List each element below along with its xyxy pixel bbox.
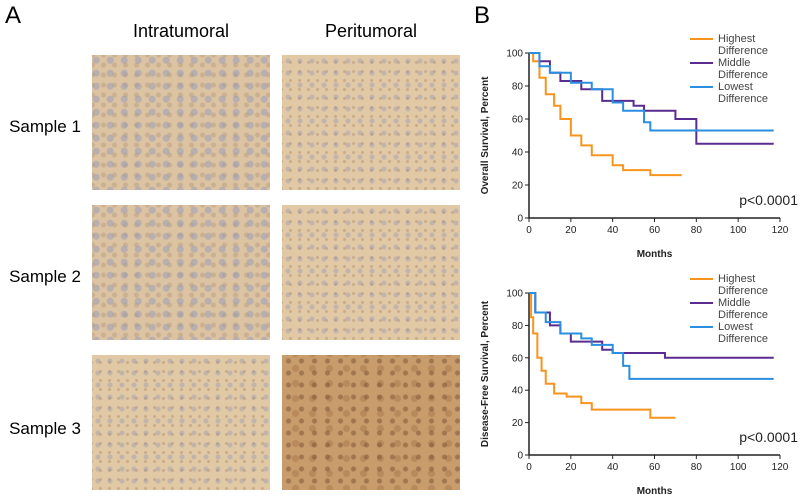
- x-tick-label: 0: [526, 462, 532, 473]
- x-tick-label: 80: [691, 462, 703, 473]
- survival-curve: [529, 292, 774, 380]
- y-tick-label: 20: [512, 418, 524, 429]
- survival-curve: [529, 52, 682, 177]
- y-tick-label: 80: [512, 82, 524, 93]
- x-tick-label: 100: [730, 225, 747, 236]
- y-axis-label: Overall Survival, Percent: [480, 76, 491, 195]
- micrograph: [92, 205, 270, 340]
- x-axis-label: Months: [637, 486, 673, 497]
- row-label: Sample 2: [9, 267, 81, 286]
- legend-label: Highest Difference: [718, 33, 768, 57]
- x-axis-label: Months: [637, 249, 673, 260]
- y-tick-label: 100: [506, 289, 523, 300]
- micrograph: [282, 205, 460, 340]
- x-tick-label: 0: [526, 225, 532, 236]
- y-axis-label: Disease-Free Survival, Percent: [480, 300, 491, 447]
- annotation: p<0.0001: [739, 429, 798, 445]
- row-label: Sample 1: [9, 117, 81, 136]
- x-tick-label: 100: [730, 462, 747, 473]
- x-tick-label: 120: [772, 225, 789, 236]
- x-tick-label: 40: [607, 225, 619, 236]
- x-tick-label: 60: [649, 225, 661, 236]
- y-tick-label: 60: [512, 115, 524, 126]
- legend-label: Middle Difference: [718, 297, 768, 321]
- column-label: Intratumoral: [132, 21, 230, 41]
- y-tick-label: 40: [512, 386, 524, 397]
- micrograph: [282, 355, 460, 490]
- column-label: Peritumoral: [324, 21, 418, 41]
- row-label: Sample 3: [9, 419, 81, 438]
- x-tick-label: 20: [565, 462, 577, 473]
- legend-label: Middle Difference: [718, 57, 768, 81]
- y-tick-label: 0: [517, 451, 523, 462]
- x-tick-label: 120: [772, 462, 789, 473]
- survival-curve: [529, 292, 676, 419]
- y-tick-label: 80: [512, 321, 524, 332]
- x-tick-label: 80: [691, 225, 703, 236]
- panel-label: A: [5, 2, 22, 29]
- x-tick-label: 60: [649, 462, 661, 473]
- y-tick-label: 0: [517, 214, 523, 225]
- x-tick-label: 40: [607, 462, 619, 473]
- survival-curve: [529, 52, 774, 145]
- y-tick-label: 60: [512, 353, 524, 364]
- legend-label: Lowest Difference: [718, 81, 768, 105]
- survival-curve: [529, 52, 774, 132]
- micrograph: [92, 55, 270, 190]
- y-tick-label: 20: [512, 181, 524, 192]
- x-tick-label: 20: [565, 225, 577, 236]
- annotation: p<0.0001: [739, 192, 798, 208]
- y-tick-label: 40: [512, 148, 524, 159]
- legend-label: Highest Difference: [718, 273, 768, 297]
- micrograph: [92, 355, 270, 490]
- legend-label: Lowest Difference: [718, 321, 768, 345]
- micrograph: [282, 55, 460, 190]
- panel-label: B: [474, 2, 491, 29]
- y-tick-label: 100: [506, 49, 523, 60]
